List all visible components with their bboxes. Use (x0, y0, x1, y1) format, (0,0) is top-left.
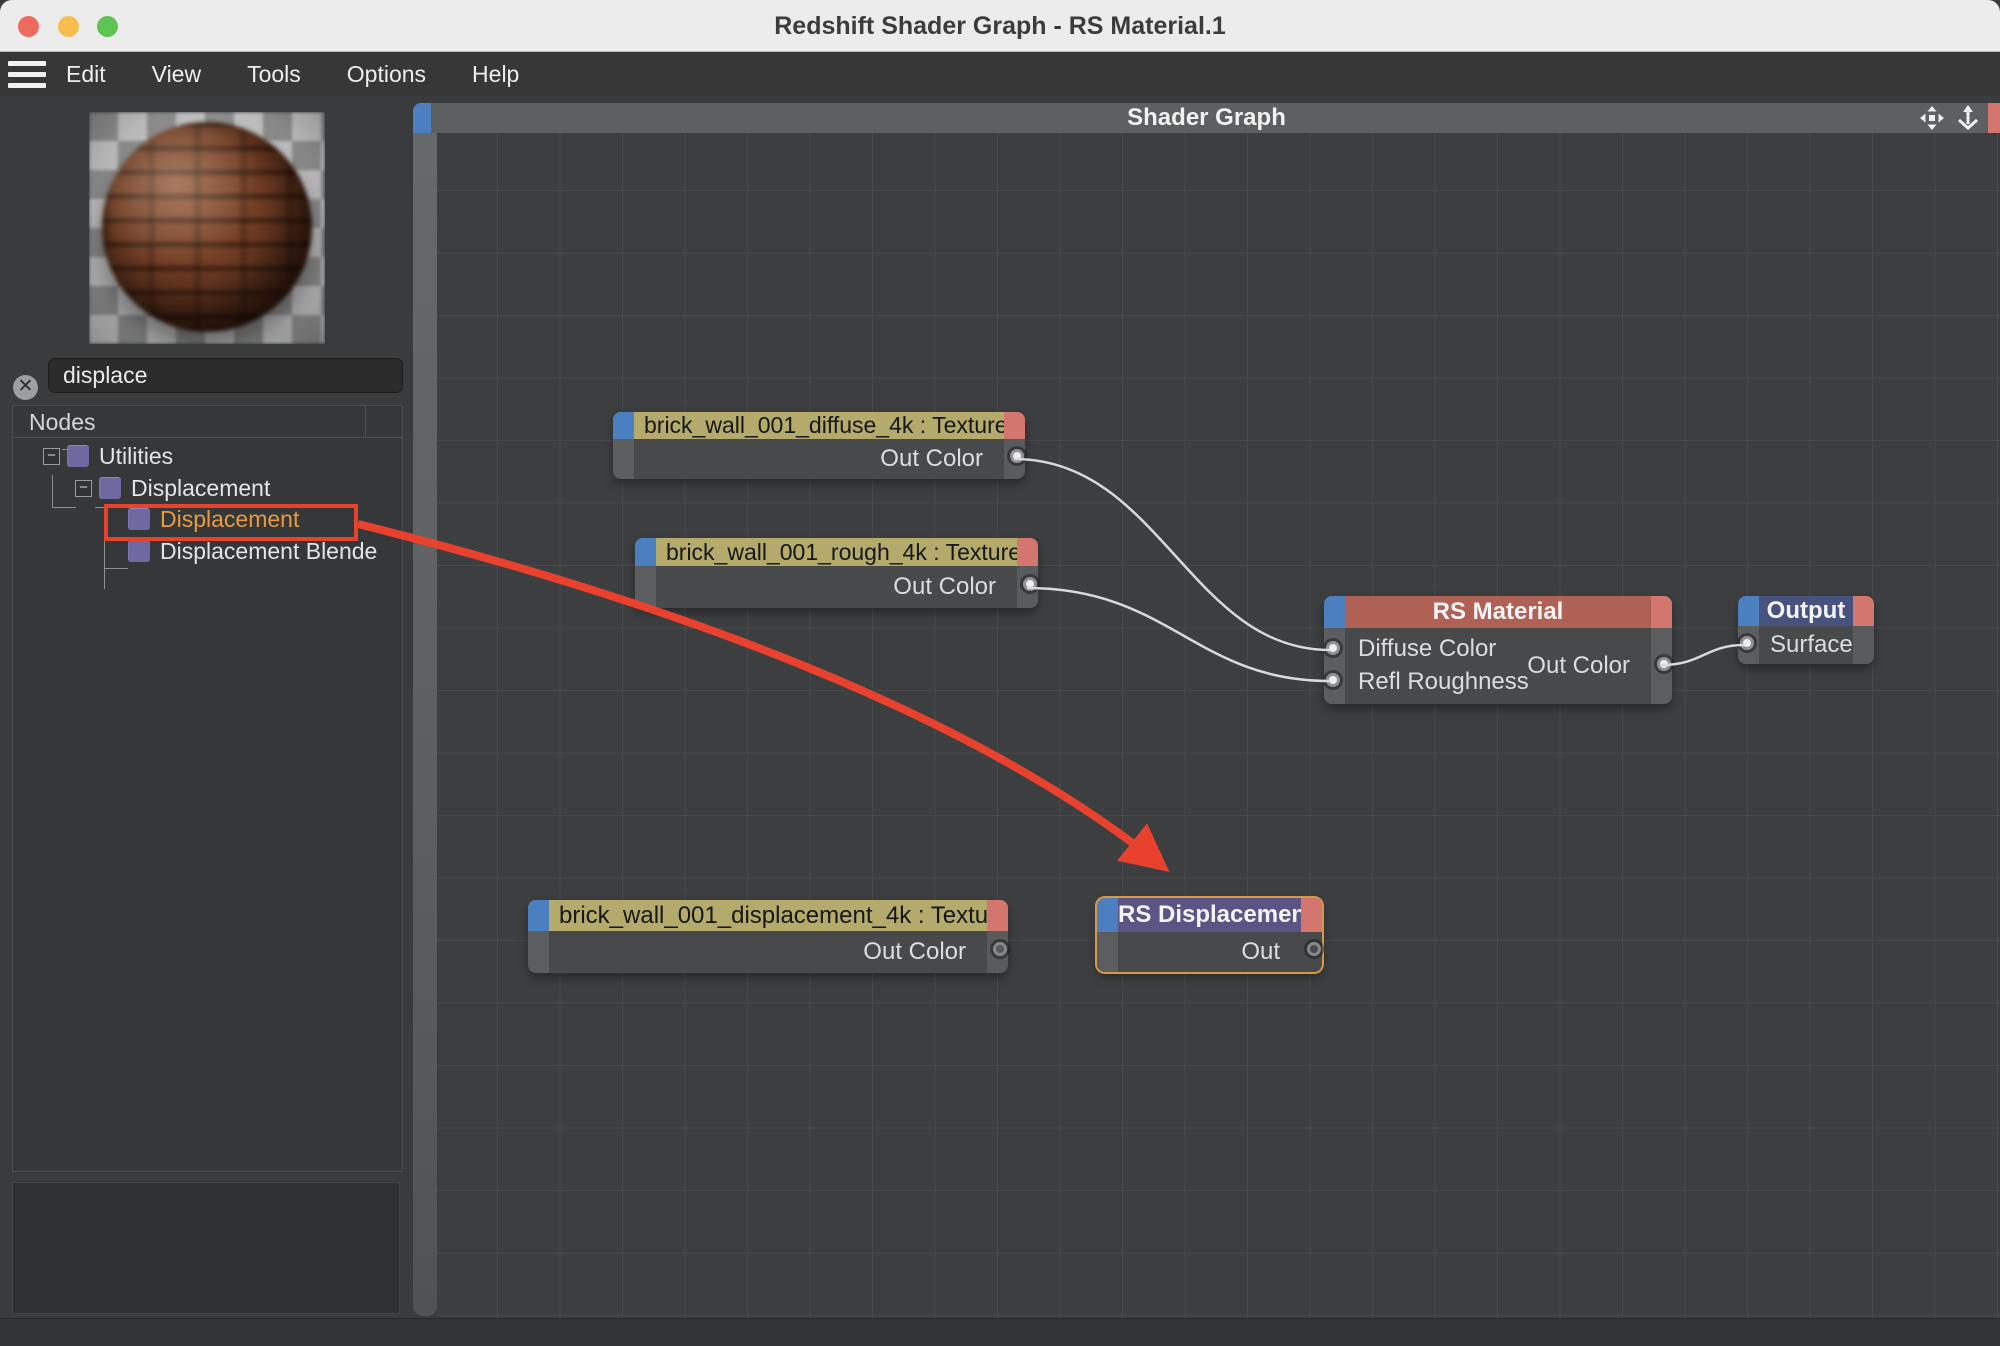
node-output-chip (1004, 412, 1025, 439)
node-rs-material[interactable]: RS Material Diffuse Color Refl Roughness… (1324, 596, 1672, 704)
menu-edit[interactable]: Edit (66, 60, 106, 87)
node-rough-texture[interactable]: brick_wall_001_rough_4k : Texture Out Co… (635, 538, 1038, 608)
node-input-chip (1738, 596, 1759, 626)
tree-item-displacement-group[interactable]: − Displacement (75, 473, 270, 503)
node-title: Output (1766, 597, 1846, 624)
panel-corner-chip-blue (413, 103, 431, 133)
hamburger-menu-icon[interactable] (8, 60, 46, 88)
node-group-icon (99, 477, 121, 499)
tree-item-displacement[interactable]: Displacement (128, 504, 299, 534)
node-input-chip (635, 538, 656, 566)
brick-material-sphere (102, 122, 312, 332)
clear-search-icon[interactable]: ✕ (13, 375, 38, 400)
graph-scroll-strip[interactable] (413, 133, 437, 1316)
node-output-chip (1017, 538, 1038, 566)
node-tree: − Utilities − Displacement Displacement (13, 440, 402, 1171)
port-label: Refl Roughness (1358, 668, 1529, 695)
panel-corner-chip-salmon (1988, 103, 2000, 133)
out-color-port[interactable] (1657, 657, 1671, 671)
menu-view[interactable]: View (151, 60, 202, 87)
port-label: Diffuse Color (1358, 635, 1497, 662)
anchor-dock-icon[interactable] (1954, 104, 1982, 132)
node-output-chip (987, 900, 1008, 931)
menu-tools[interactable]: Tools (247, 60, 301, 87)
out-color-port[interactable] (993, 942, 1007, 956)
menubar: Edit View Tools Options Help (0, 52, 2000, 96)
node-rs-displacement[interactable]: RS Displacement Out (1095, 896, 1324, 974)
node-title: brick_wall_001_displacement_4k : Texture (559, 902, 987, 929)
port-label: Surface (1770, 631, 1853, 658)
node-icon (128, 540, 150, 562)
tree-item-displacement-blender[interactable]: Displacement Blende (128, 536, 377, 566)
menu-options[interactable]: Options (346, 60, 427, 87)
out-port[interactable] (1307, 942, 1321, 956)
node-group-icon (67, 445, 89, 467)
node-title: brick_wall_001_rough_4k : Texture (666, 539, 1017, 565)
refl-roughness-port[interactable] (1326, 673, 1340, 687)
node-title: brick_wall_001_diffuse_4k : Texture (644, 412, 1004, 438)
node-input-chip (1097, 898, 1118, 932)
menu-help[interactable]: Help (472, 60, 520, 87)
surface-port[interactable] (1740, 636, 1754, 650)
out-color-port[interactable] (1023, 577, 1037, 591)
node-title: RS Material (1432, 598, 1564, 625)
port-label: Out (1241, 938, 1280, 965)
sidebar: ✕ Nodes − Utilities (0, 96, 413, 1318)
node-title: RS Displacement (1118, 901, 1301, 928)
node-output-chip (1853, 596, 1874, 626)
status-bar (0, 1318, 2000, 1346)
titlebar: Redshift Shader Graph - RS Material.1 (0, 0, 2000, 52)
node-output-chip (1651, 596, 1672, 628)
node-displacement-texture[interactable]: brick_wall_001_displacement_4k : Texture… (528, 900, 1008, 973)
search-input[interactable] (48, 358, 403, 393)
port-label: Out Color (1527, 652, 1630, 679)
collapse-icon[interactable]: − (43, 447, 60, 465)
material-preview (89, 112, 325, 344)
port-label: Out Color (880, 445, 983, 472)
zoom-button[interactable] (97, 16, 118, 37)
minimize-button[interactable] (58, 16, 79, 37)
diffuse-color-port[interactable] (1326, 641, 1340, 655)
node-input-chip (1324, 596, 1345, 628)
graph-header: Shader Graph (413, 103, 2000, 133)
port-label: Out Color (863, 938, 966, 965)
port-label: Out Color (893, 573, 996, 600)
close-button[interactable] (18, 16, 39, 37)
out-color-port[interactable] (1010, 449, 1024, 463)
move-pan-icon[interactable] (1918, 104, 1946, 132)
collapse-icon[interactable]: − (75, 479, 92, 497)
tree-item-utilities[interactable]: − Utilities (43, 441, 173, 471)
nodes-panel: Nodes − Utilities − (12, 405, 403, 1172)
window-title: Redshift Shader Graph - RS Material.1 (774, 12, 1226, 40)
node-output-chip (1301, 898, 1322, 932)
node-output[interactable]: Output Surface (1738, 596, 1874, 664)
node-diffuse-texture[interactable]: brick_wall_001_diffuse_4k : Texture Out … (613, 412, 1025, 479)
nodes-panel-header: Nodes (13, 406, 402, 438)
node-input-chip (613, 412, 634, 439)
node-input-chip (528, 900, 549, 931)
info-panel-empty (12, 1182, 400, 1314)
graph-title: Shader Graph (1127, 104, 1286, 131)
shader-graph-canvas[interactable] (437, 133, 2000, 1318)
node-icon (128, 508, 150, 530)
